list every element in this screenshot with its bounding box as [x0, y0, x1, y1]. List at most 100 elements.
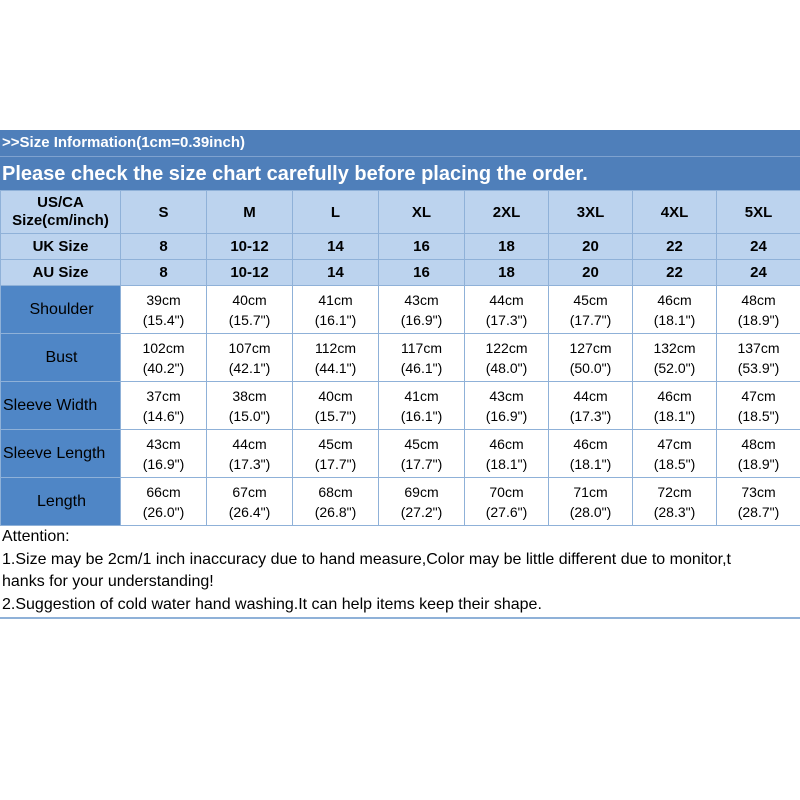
- inch-value: (17.7"): [569, 311, 612, 328]
- measurement-row: Length 66cm (26.0") 67cm (26.4") 68cm (26.8") 6…: [0, 477, 800, 526]
- cm-value: 137cm: [737, 339, 780, 356]
- inch-value: (44.1"): [314, 359, 357, 376]
- cm-value: 45cm: [404, 435, 439, 452]
- measurement-cell: 68cm (26.8"): [292, 477, 379, 526]
- measurement-cell: 45cm (17.7"): [292, 429, 379, 478]
- inch-value: (26.0"): [142, 503, 185, 520]
- measurement-cell: 47cm (18.5"): [716, 381, 800, 430]
- cm-value: 48cm: [741, 435, 776, 452]
- uk-size-cell: 24: [716, 233, 800, 260]
- cm-value: 46cm: [657, 387, 692, 404]
- au-size-cell: 20: [548, 259, 633, 286]
- au-size-cell: 24: [716, 259, 800, 286]
- au-size-cell: 10-12: [206, 259, 293, 286]
- inch-value: (17.3"): [485, 311, 528, 328]
- measurement-cell: 47cm (18.5"): [632, 429, 717, 478]
- inch-value: (17.7"): [400, 455, 443, 472]
- cm-value: 46cm: [573, 435, 608, 452]
- inch-value: (26.4"): [228, 503, 271, 520]
- measurement-cell: 48cm (18.9"): [716, 285, 800, 334]
- measurement-cell: 40cm (15.7"): [206, 285, 293, 334]
- us-size-label-line2: Size(cm/inch): [12, 212, 109, 229]
- cm-value: 44cm: [489, 291, 524, 308]
- uk-size-cell: 14: [292, 233, 379, 260]
- cm-value: 70cm: [489, 483, 524, 500]
- size-table: US/CA Size(cm/inch) S M L XL 2XL 3XL 4XL 5XL UK Si…: [0, 190, 800, 526]
- size-header-cell: XL: [378, 190, 465, 234]
- measurement-cell: 43cm (16.9"): [464, 381, 549, 430]
- inch-value: (17.7"): [314, 455, 357, 472]
- cm-value: 132cm: [653, 339, 696, 356]
- cm-value: 44cm: [573, 387, 608, 404]
- au-size-cell: 22: [632, 259, 717, 286]
- cm-value: 45cm: [318, 435, 353, 452]
- measurement-cell: 69cm (27.2"): [378, 477, 465, 526]
- measurement-cell: 39cm (15.4"): [120, 285, 207, 334]
- measurement-cell: 132cm (52.0"): [632, 333, 717, 382]
- cm-value: 48cm: [741, 291, 776, 308]
- us-size-label: US/CA Size(cm/inch): [0, 190, 121, 234]
- cm-value: 43cm: [146, 435, 181, 452]
- uk-size-cell: 8: [120, 233, 207, 260]
- measurement-cell: 72cm (28.3"): [632, 477, 717, 526]
- cm-value: 47cm: [741, 387, 776, 404]
- cm-value: 40cm: [232, 291, 267, 308]
- measurement-label: Sleeve Width: [0, 381, 121, 430]
- cm-value: 68cm: [318, 483, 353, 500]
- measurement-cell: 70cm (27.6"): [464, 477, 549, 526]
- au-size-label: AU Size: [0, 259, 121, 286]
- inch-value: (18.1"): [653, 407, 696, 424]
- cm-value: 46cm: [489, 435, 524, 452]
- cm-value: 38cm: [232, 387, 267, 404]
- inch-value: (27.2"): [400, 503, 443, 520]
- inch-value: (17.3"): [569, 407, 612, 424]
- inch-value: (16.9"): [142, 455, 185, 472]
- inch-value: (46.1"): [400, 359, 443, 376]
- notice-banner: Please check the size chart carefully be…: [0, 156, 800, 190]
- inch-value: (18.5"): [653, 455, 696, 472]
- inch-value: (28.7"): [737, 503, 780, 520]
- cm-value: 45cm: [573, 291, 608, 308]
- inch-value: (52.0"): [653, 359, 696, 376]
- cm-value: 67cm: [232, 483, 267, 500]
- cm-value: 43cm: [489, 387, 524, 404]
- uk-size-cell: 22: [632, 233, 717, 260]
- measurement-cell: 44cm (17.3"): [464, 285, 549, 334]
- measurement-row: Shoulder 39cm (15.4") 40cm (15.7") 41cm (16.1"…: [0, 285, 800, 334]
- cm-value: 73cm: [741, 483, 776, 500]
- measurement-cell: 44cm (17.3"): [206, 429, 293, 478]
- measurement-cell: 66cm (26.0"): [120, 477, 207, 526]
- attention-notes: Attention: 1.Size may be 2cm/1 inch inac…: [0, 526, 800, 619]
- inch-value: (18.9"): [737, 455, 780, 472]
- inch-value: (15.7"): [314, 407, 357, 424]
- cm-value: 107cm: [228, 339, 271, 356]
- size-header-cell: 5XL: [716, 190, 800, 234]
- measurement-label: Sleeve Length: [0, 429, 121, 478]
- size-header-cell: L: [292, 190, 379, 234]
- uk-size-cell: 16: [378, 233, 465, 260]
- inch-value: (18.5"): [737, 407, 780, 424]
- au-size-cell: 16: [378, 259, 465, 286]
- inch-value: (50.0"): [569, 359, 612, 376]
- inch-value: (17.3"): [228, 455, 271, 472]
- inch-value: (16.9"): [485, 407, 528, 424]
- inch-value: (16.1"): [314, 311, 357, 328]
- us-size-label-line1: US/CA: [37, 194, 84, 211]
- measurement-cell: 73cm (28.7"): [716, 477, 800, 526]
- us-size-row: US/CA Size(cm/inch) S M L XL 2XL 3XL 4XL 5XL: [0, 190, 800, 234]
- measurement-cell: 45cm (17.7"): [548, 285, 633, 334]
- measurement-cell: 107cm (42.1"): [206, 333, 293, 382]
- au-size-cell: 14: [292, 259, 379, 286]
- cm-value: 40cm: [318, 387, 353, 404]
- cm-value: 41cm: [318, 291, 353, 308]
- size-header-cell: 3XL: [548, 190, 633, 234]
- measurement-cell: 44cm (17.3"): [548, 381, 633, 430]
- cm-value: 102cm: [142, 339, 185, 356]
- measurement-cell: 71cm (28.0"): [548, 477, 633, 526]
- measurement-cell: 46cm (18.1"): [632, 381, 717, 430]
- measurement-cell: 67cm (26.4"): [206, 477, 293, 526]
- measurement-cell: 37cm (14.6"): [120, 381, 207, 430]
- inch-value: (16.1"): [400, 407, 443, 424]
- cm-value: 69cm: [404, 483, 439, 500]
- au-size-cell: 8: [120, 259, 207, 286]
